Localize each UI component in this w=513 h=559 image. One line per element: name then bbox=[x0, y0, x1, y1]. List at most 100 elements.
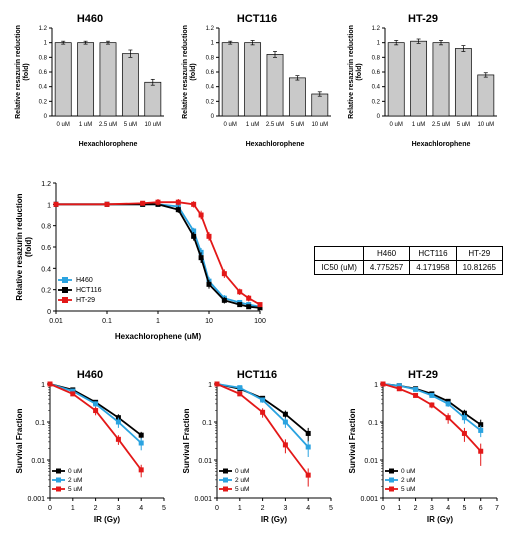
svg-text:1: 1 bbox=[44, 41, 48, 47]
svg-text:Hexachlorophene: Hexachlorophene bbox=[412, 141, 471, 148]
svg-text:0.2: 0.2 bbox=[41, 288, 51, 295]
svg-text:0.001: 0.001 bbox=[360, 496, 378, 503]
svg-text:2 uM: 2 uM bbox=[401, 477, 415, 484]
bar-HCT116: HCT11600.20.40.60.811.20 uM1 uM2.5 uM5 u… bbox=[177, 10, 337, 155]
svg-text:1: 1 bbox=[41, 382, 45, 389]
svg-text:1: 1 bbox=[237, 505, 241, 512]
ic50-v: 10.81265 bbox=[456, 261, 502, 275]
svg-text:(fold): (fold) bbox=[190, 63, 197, 81]
svg-text:0: 0 bbox=[44, 114, 48, 120]
svg-text:1.2: 1.2 bbox=[39, 26, 48, 32]
surv-HCT116: HCT1160.0010.010.110123450 uM2 uM5 uMIR … bbox=[177, 366, 337, 531]
svg-text:7: 7 bbox=[495, 505, 499, 512]
svg-text:0 uM: 0 uM bbox=[223, 122, 236, 128]
svg-text:0: 0 bbox=[381, 505, 385, 512]
svg-text:HT-29: HT-29 bbox=[408, 13, 438, 25]
svg-text:10 uM: 10 uM bbox=[144, 122, 161, 128]
svg-text:2.5 uM: 2.5 uM bbox=[265, 122, 283, 128]
svg-text:0.1: 0.1 bbox=[368, 420, 378, 427]
svg-text:1.2: 1.2 bbox=[41, 181, 51, 188]
svg-text:10 uM: 10 uM bbox=[311, 122, 328, 128]
svg-text:10: 10 bbox=[205, 318, 213, 325]
svg-text:Hexachlorophene (uM): Hexachlorophene (uM) bbox=[115, 332, 202, 341]
svg-text:Survival Fraction: Survival Fraction bbox=[182, 408, 191, 473]
svg-text:2 uM: 2 uM bbox=[235, 477, 249, 484]
svg-text:0: 0 bbox=[215, 505, 219, 512]
svg-text:2: 2 bbox=[94, 505, 98, 512]
svg-text:0 uM: 0 uM bbox=[235, 468, 249, 475]
surv-H460: H4600.0010.010.110123450 uM2 uM5 uMIR (G… bbox=[10, 366, 170, 531]
svg-text:6: 6 bbox=[479, 505, 483, 512]
svg-text:2.5 uM: 2.5 uM bbox=[432, 122, 450, 128]
ic50-h: HCT116 bbox=[410, 247, 456, 261]
svg-text:1: 1 bbox=[47, 202, 51, 209]
svg-text:1: 1 bbox=[208, 382, 212, 389]
svg-text:100: 100 bbox=[254, 318, 266, 325]
svg-text:0.4: 0.4 bbox=[39, 85, 48, 91]
svg-text:0.6: 0.6 bbox=[372, 70, 381, 76]
svg-text:0.2: 0.2 bbox=[205, 99, 214, 105]
svg-text:3: 3 bbox=[116, 505, 120, 512]
svg-text:Relative resazurin reduction: Relative resazurin reduction bbox=[15, 193, 24, 300]
svg-text:0.001: 0.001 bbox=[27, 496, 45, 503]
dose-response-chart: 00.20.40.60.811.20.010.1110100H460HCT116… bbox=[10, 173, 270, 348]
svg-text:0.001: 0.001 bbox=[194, 496, 212, 503]
svg-text:0.2: 0.2 bbox=[39, 99, 48, 105]
svg-text:1.2: 1.2 bbox=[372, 26, 381, 32]
svg-text:0.6: 0.6 bbox=[41, 245, 51, 252]
ic50-v: 4.171958 bbox=[410, 261, 456, 275]
row3-survival: H4600.0010.010.110123450 uM2 uM5 uMIR (G… bbox=[10, 366, 503, 531]
svg-text:HCT116: HCT116 bbox=[76, 287, 102, 294]
svg-text:0.4: 0.4 bbox=[205, 85, 214, 91]
ic50-h: HT-29 bbox=[456, 247, 502, 261]
ic50-table-wrap: H460 HCT116 HT-29 IC50 (uM) 4.775257 4.1… bbox=[314, 173, 503, 348]
svg-text:0.6: 0.6 bbox=[205, 70, 214, 76]
svg-text:0.8: 0.8 bbox=[372, 55, 381, 61]
svg-text:5 uM: 5 uM bbox=[457, 122, 470, 128]
svg-text:Survival Fraction: Survival Fraction bbox=[348, 408, 357, 473]
svg-text:Hexachlorophene: Hexachlorophene bbox=[79, 141, 138, 148]
svg-text:0 uM: 0 uM bbox=[57, 122, 70, 128]
svg-text:5: 5 bbox=[162, 505, 166, 512]
svg-text:4: 4 bbox=[139, 505, 143, 512]
svg-text:0.4: 0.4 bbox=[372, 85, 381, 91]
svg-text:(fold): (fold) bbox=[24, 237, 33, 257]
svg-text:0 uM: 0 uM bbox=[390, 122, 403, 128]
svg-text:4: 4 bbox=[446, 505, 450, 512]
svg-text:2: 2 bbox=[414, 505, 418, 512]
svg-text:2: 2 bbox=[260, 505, 264, 512]
svg-text:0.1: 0.1 bbox=[35, 420, 45, 427]
ic50-blank bbox=[315, 247, 364, 261]
svg-text:1: 1 bbox=[397, 505, 401, 512]
svg-text:5 uM: 5 uM bbox=[68, 486, 82, 493]
svg-text:HCT116: HCT116 bbox=[236, 13, 276, 25]
svg-text:5 uM: 5 uM bbox=[235, 486, 249, 493]
svg-text:0 uM: 0 uM bbox=[401, 468, 415, 475]
svg-text:1 uM: 1 uM bbox=[412, 122, 425, 128]
svg-text:5: 5 bbox=[462, 505, 466, 512]
ic50-label: IC50 (uM) bbox=[315, 261, 364, 275]
row2-dose-response: 00.20.40.60.811.20.010.1110100H460HCT116… bbox=[10, 173, 503, 348]
ic50-v: 4.775257 bbox=[363, 261, 409, 275]
svg-text:2.5 uM: 2.5 uM bbox=[99, 122, 117, 128]
svg-text:0.1: 0.1 bbox=[102, 318, 112, 325]
svg-text:0: 0 bbox=[377, 114, 381, 120]
svg-text:1: 1 bbox=[156, 318, 160, 325]
svg-text:HT-29: HT-29 bbox=[76, 297, 95, 304]
svg-text:0.8: 0.8 bbox=[41, 224, 51, 231]
svg-text:1: 1 bbox=[71, 505, 75, 512]
row1-bars: H46000.20.40.60.811.20 uM1 uM2.5 uM5 uM1… bbox=[10, 10, 503, 155]
svg-text:0: 0 bbox=[47, 309, 51, 316]
svg-text:1: 1 bbox=[374, 382, 378, 389]
svg-text:5 uM: 5 uM bbox=[401, 486, 415, 493]
svg-text:(fold): (fold) bbox=[356, 63, 363, 81]
bar-H460: H46000.20.40.60.811.20 uM1 uM2.5 uM5 uM1… bbox=[10, 10, 170, 155]
svg-text:1 uM: 1 uM bbox=[79, 122, 92, 128]
svg-text:1 uM: 1 uM bbox=[245, 122, 258, 128]
svg-text:H460: H460 bbox=[76, 277, 93, 284]
svg-text:3: 3 bbox=[430, 505, 434, 512]
svg-text:0.01: 0.01 bbox=[49, 318, 63, 325]
svg-text:1.2: 1.2 bbox=[205, 26, 214, 32]
surv-HT-29: HT-290.0010.010.11012345670 uM2 uM5 uMIR… bbox=[343, 366, 503, 531]
svg-text:0 uM: 0 uM bbox=[68, 468, 82, 475]
